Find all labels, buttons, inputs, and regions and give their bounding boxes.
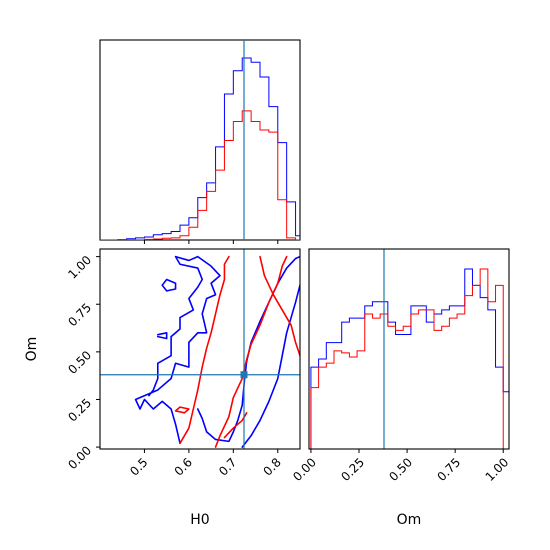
panel-frame (308, 248, 510, 450)
x-tick-label: 0.7 (216, 455, 239, 478)
contour-red (174, 406, 190, 414)
y-tick-label: 0.50 (65, 348, 94, 377)
contour-blue (241, 284, 300, 448)
om-histogram-blue (310, 268, 509, 449)
x-tick-label: 0.25 (338, 455, 367, 484)
h0-histogram-panel (99, 39, 301, 244)
h0-histogram-blue (100, 57, 300, 240)
om-histogram-red (310, 268, 509, 449)
y-tick-label: 0.75 (65, 300, 94, 329)
contour-blue (156, 332, 168, 340)
contour-blue (161, 278, 177, 292)
panel-frame (99, 39, 301, 241)
x-tick-label: 0.5 (127, 455, 150, 478)
om-histogram-panel: 0.00 0.25 0.50 0.75 1.00 (290, 248, 512, 484)
contour-red (259, 255, 300, 357)
contour-blue (134, 255, 221, 445)
panel-frame (99, 248, 301, 450)
x-axis-title-h0: H0 (190, 512, 209, 528)
truth-marker (240, 371, 248, 379)
y-tick-label: 1.00 (65, 253, 94, 282)
x-tick-label: 0.75 (434, 455, 463, 484)
h0-histogram-red (100, 110, 300, 240)
x-tick-label: 0.00 (290, 455, 319, 484)
contour-red (179, 255, 230, 445)
x-tick-label: 1.00 (483, 455, 512, 484)
y-axis-title-om: Om (24, 337, 40, 362)
x-tick-label: 0.6 (172, 455, 195, 478)
contour-blue (196, 255, 300, 443)
y-tick-label: 0.25 (65, 396, 94, 425)
axis-labels: H0 Om Om (24, 337, 421, 528)
contour-red (223, 412, 248, 439)
x-axis-title-om: Om (397, 512, 422, 528)
contour-red (214, 255, 288, 448)
x-tick-label: 0.50 (386, 455, 415, 484)
y-tick-label: 0.00 (65, 443, 94, 472)
x-tick-label: 0.8 (260, 455, 283, 478)
h0-om-contour-panel: 0.5 0.6 0.7 0.8 0.00 0.25 0.50 0.75 1.00 (65, 248, 301, 479)
